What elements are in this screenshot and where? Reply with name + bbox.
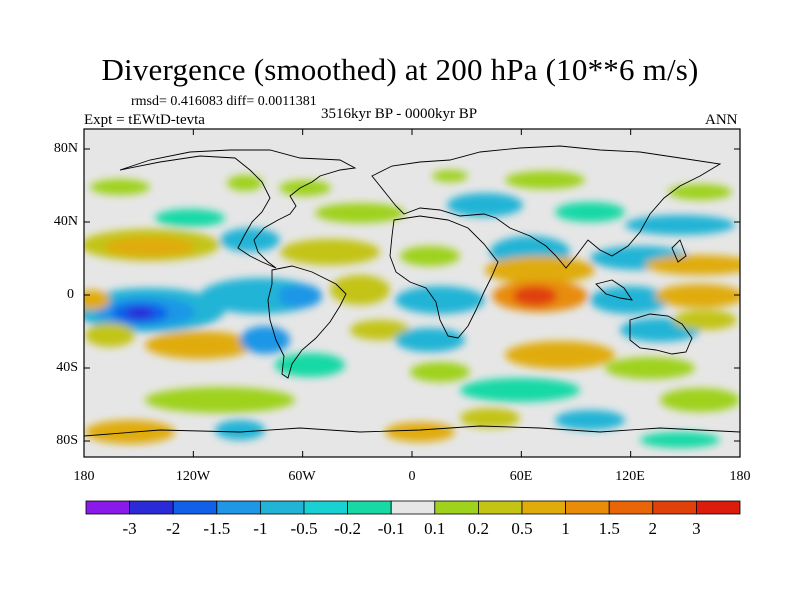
field-blob: [105, 237, 195, 257]
plot-title: Divergence (smoothed) at 200 hPa (10**6 …: [101, 52, 699, 87]
colorbar-swatch: [172, 500, 218, 515]
colorbar-label: -0.5: [290, 519, 318, 538]
field-blob: [330, 275, 390, 305]
colorbar-swatch: [129, 500, 174, 515]
field-blob: [395, 328, 465, 352]
colorbar-label: -0.2: [334, 519, 362, 538]
field-blob: [215, 420, 265, 440]
colorbar-swatch: [696, 500, 741, 515]
colorbar-swatch: [565, 500, 610, 515]
lon-label: 60E: [509, 469, 533, 484]
colorbar-swatch: [477, 500, 523, 515]
colorbar-swatch: [303, 500, 348, 515]
contour-field: [84, 129, 740, 457]
colorbar-swatch: [434, 500, 479, 515]
field-blob: [240, 326, 290, 354]
field-blob: [84, 290, 110, 310]
field-blob: [555, 202, 625, 222]
colorbar-label: 0.1: [424, 519, 446, 538]
field-blob: [227, 175, 263, 191]
field-blob: [460, 408, 520, 428]
field-blob: [673, 310, 737, 330]
lon-label: 120E: [615, 469, 645, 484]
colorbar-swatch: [652, 500, 697, 515]
field-blob: [350, 320, 410, 340]
lon-label: 180: [729, 469, 751, 484]
field-blob: [432, 170, 468, 182]
field-blob: [625, 215, 735, 235]
field-blob: [275, 353, 345, 377]
axis-ticks: [83, 129, 741, 457]
colorbar: [85, 500, 741, 515]
field-blob: [505, 171, 585, 189]
colorbar-swatch: [216, 500, 261, 515]
lon-label: 0: [408, 469, 416, 484]
colorbar-label: 0.2: [467, 519, 490, 538]
lon-label: 60W: [288, 469, 316, 484]
field-blob: [279, 180, 331, 196]
field-blob: [460, 378, 580, 402]
coastlines: [84, 145, 740, 437]
colorbar-swatch: [347, 500, 392, 515]
plot-frame: [83, 128, 741, 458]
lon-label: 120W: [175, 469, 211, 484]
field-blob: [85, 323, 135, 347]
period-label: 3516kyr BP - 0000kyr BP: [321, 106, 478, 122]
colorbar-swatch: [85, 500, 130, 515]
field-blob: [90, 179, 150, 195]
colorbar-label: -1: [253, 519, 268, 538]
field-blob: [640, 432, 720, 448]
field-blob: [315, 203, 405, 223]
field-blob: [155, 209, 225, 227]
field-blob: [655, 284, 740, 308]
lat-label: 80S: [56, 433, 78, 448]
field-blob: [278, 284, 322, 308]
colorbar-label: 0.5: [511, 519, 533, 538]
lon-label: 180: [73, 469, 95, 484]
field-blob: [447, 193, 523, 217]
colorbar-swatch: [608, 500, 654, 515]
field-blob: [485, 256, 595, 284]
lat-label: 80N: [53, 141, 78, 156]
experiment-label: Expt = tEWtD-tevta: [84, 112, 205, 128]
field-blob: [400, 246, 460, 266]
colorbar-label: -2: [166, 519, 181, 538]
colorbar-label: 2: [648, 519, 658, 538]
lat-label: 40S: [56, 360, 78, 375]
field-blob: [280, 239, 380, 265]
colorbar-label: 3: [692, 519, 701, 538]
field-blob: [605, 357, 695, 379]
colorbar-label: -1.5: [203, 519, 231, 538]
field-blob: [145, 331, 255, 359]
field-blob: [145, 387, 295, 413]
field-blob: [126, 307, 154, 319]
colorbar-swatch: [521, 500, 566, 515]
colorbar-label: 1.5: [598, 519, 620, 538]
field-blob: [395, 286, 485, 314]
colorbar-swatch: [390, 500, 436, 515]
field-blob: [555, 410, 625, 430]
field-blob: [410, 362, 470, 382]
colorbar-label: -3: [122, 519, 137, 538]
field-blob: [660, 388, 740, 412]
field-blob: [505, 341, 615, 369]
season-label: ANN: [705, 112, 738, 128]
field-blob: [668, 184, 732, 200]
field-blob: [513, 286, 557, 306]
colorbar-swatch: [259, 500, 305, 515]
field-blob: [645, 255, 740, 275]
lat-label: 40N: [53, 214, 78, 229]
field-blob: [220, 228, 280, 252]
colorbar-label: 1: [561, 519, 570, 538]
rmsd-stats: rmsd= 0.416083 diff= 0.0011381: [131, 94, 317, 109]
field-blob: [385, 422, 455, 442]
colorbar-label: -0.1: [377, 519, 405, 538]
lat-label: 0: [67, 287, 74, 302]
